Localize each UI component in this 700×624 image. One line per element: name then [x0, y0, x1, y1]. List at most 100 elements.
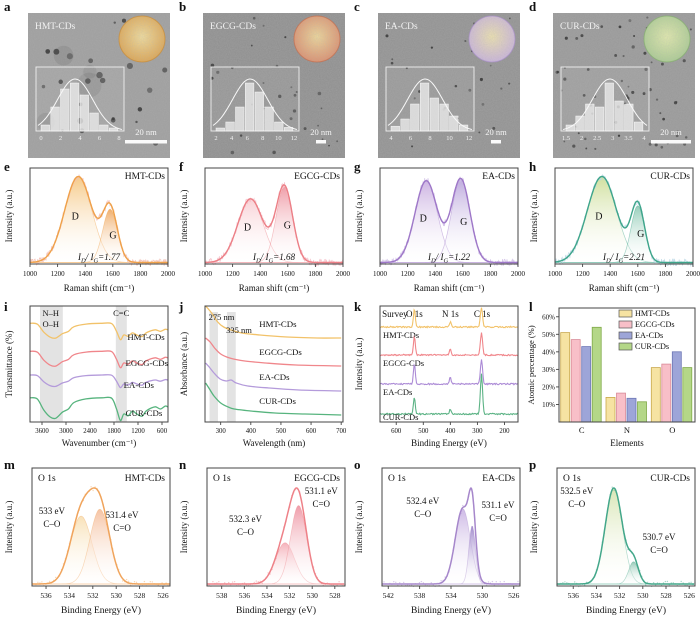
svg-text:G: G — [284, 220, 291, 231]
panel-p: p 532.5 eV C–O 530.7 eV C=O 536 534 532 530 528 5… — [525, 457, 700, 624]
svg-text:ID/ IG=1.68: ID/ IG=1.68 — [252, 252, 295, 265]
region-label: N 1s — [442, 309, 459, 319]
svg-text:3: 3 — [611, 135, 614, 142]
panel-letter-g: g — [354, 159, 361, 174]
raman-chart-hmt: D G 1000 1200 1400 1600 1800 2000 HMT-CDs ID/ IG=… — [4, 167, 175, 293]
panel-d: d CUR-CDs 1.5 2 2.5 3 3.5 4 20 nm — [525, 0, 700, 160]
bar — [671, 351, 682, 423]
series-label: HMT-CDs — [383, 330, 419, 340]
svg-text:12: 12 — [291, 135, 298, 142]
panel-letter-a: a — [4, 0, 11, 14]
bar — [682, 367, 693, 423]
peak-bond-label: C–O — [43, 519, 61, 529]
uv-curve — [205, 305, 342, 339]
svg-text:300: 300 — [472, 428, 483, 435]
svg-text:D: D — [244, 223, 251, 234]
x-axis-label: Raman shift (cm⁻¹) — [239, 283, 309, 293]
svg-text:Absorbance (a.u.): Absorbance (a.u.) — [179, 332, 189, 396]
panel-letter-j: j — [179, 299, 184, 314]
highlight-band — [115, 306, 127, 422]
scale-bar — [651, 140, 691, 144]
o1s-envelope — [32, 487, 170, 585]
svg-text:4: 4 — [389, 135, 393, 142]
panel-letter-e: e — [4, 159, 10, 174]
x-axis-label: Raman shift (cm⁻¹) — [64, 283, 134, 293]
axes-box — [379, 167, 519, 265]
svg-text:700: 700 — [336, 428, 347, 435]
svg-text:4: 4 — [78, 135, 82, 142]
peak-ev-label: 533 eV — [39, 506, 66, 516]
svg-text:3600: 3600 — [35, 428, 49, 435]
axes-box — [554, 167, 694, 265]
svg-text:ID/ IG=1.77: ID/ IG=1.77 — [77, 252, 120, 265]
tem-canvas: HMT-CDs 0 2 4 6 8 20 nm — [28, 13, 170, 158]
ftir-curve — [29, 322, 168, 341]
band-label: C=C — [113, 308, 129, 318]
svg-text:Intensity (a.u.): Intensity (a.u.) — [354, 501, 364, 554]
tem-image-cur: CUR-CDs 1.5 2 2.5 3 3.5 4 20 nm — [553, 13, 695, 158]
series-label: EA-CDs — [259, 372, 290, 382]
bar — [591, 326, 602, 423]
svg-text:400: 400 — [246, 428, 257, 435]
svg-text:600: 600 — [157, 428, 168, 435]
uv-curve — [205, 382, 342, 416]
raman-chart-ea: D G 1000 1200 1400 1600 1800 2000 EA-CDs ID/ IG=1… — [354, 167, 525, 293]
tem-canvas: EGCG-CDs 2 4 6 8 10 12 20 nm — [203, 13, 345, 158]
o1s-chart-ea: 532.4 eV C–O 531.1 eV C=O 542 538 534 530 526 O 1… — [354, 467, 521, 616]
legend-label: EA-CDs — [635, 331, 663, 340]
svg-text:530: 530 — [477, 591, 489, 600]
region-label: Survey — [382, 309, 408, 319]
svg-text:Intensity (a.u.): Intensity (a.u.) — [354, 338, 364, 391]
panel-c: c EA-CDs 4 6 8 10 12 20 nm — [350, 0, 525, 160]
highlight-band — [209, 312, 218, 422]
wavelength-annotation: 335 nm — [226, 325, 252, 335]
panel-letter-m: m — [4, 457, 15, 472]
scale-label: 20 nm — [485, 127, 507, 137]
legend-label: HMT-CDs — [635, 309, 670, 318]
peak-bond-label: C–O — [237, 527, 255, 537]
legend-swatch — [618, 309, 633, 318]
svg-text:500: 500 — [276, 428, 287, 435]
raman-peak-D — [554, 176, 693, 263]
svg-text:40%: 40% — [542, 348, 555, 356]
bar — [560, 332, 571, 423]
panel-n: n 532.3 eV C–O 531.1 eV C=O 538 536 534 532 530 5… — [175, 457, 350, 624]
highlight-band — [40, 306, 63, 422]
panel-o: o 532.4 eV C–O 531.1 eV C=O 542 538 534 530 526 O… — [350, 457, 525, 624]
x-axis-label: Wavenumber (cm⁻¹) — [62, 438, 136, 448]
svg-text:1600: 1600 — [281, 270, 296, 278]
ftir-curve — [29, 396, 168, 422]
raman-chart-egcg: D G 1000 1200 1400 1600 1800 2000 EGCG-CDs ID/ IG… — [179, 167, 350, 293]
panel-letter-b: b — [179, 0, 187, 14]
peak-bond-label: C=O — [489, 513, 507, 523]
panel-l: l 10% 20% 30% 40% 50% 60% C N O HMT-CDs EGCG-CDs EA… — [525, 299, 700, 458]
svg-text:Intensity (a.u.): Intensity (a.u.) — [529, 190, 539, 243]
svg-text:2000: 2000 — [161, 270, 175, 278]
svg-text:532: 532 — [87, 591, 99, 600]
svg-text:1600: 1600 — [631, 270, 646, 278]
region-label: O 1s — [388, 474, 406, 484]
svg-text:1000: 1000 — [23, 270, 38, 278]
ftir-curve — [29, 350, 168, 369]
svg-text:526: 526 — [508, 591, 520, 600]
x-axis-label: Elements — [610, 438, 644, 448]
svg-text:Transmittance (%): Transmittance (%) — [4, 331, 14, 398]
svg-text:12: 12 — [466, 135, 473, 142]
o1s-envelope — [207, 487, 344, 585]
svg-text:4: 4 — [230, 135, 234, 142]
o1s-chart-cur: 532.5 eV C–O 530.7 eV C=O 536 534 532 530 528 526… — [529, 467, 696, 616]
panel-letter-d: d — [529, 0, 537, 14]
survey-curve — [379, 332, 519, 357]
svg-text:600: 600 — [306, 428, 317, 435]
axes-box — [31, 467, 171, 587]
raman-envelope — [205, 184, 343, 264]
svg-text:G: G — [109, 231, 116, 242]
svg-text:542: 542 — [383, 591, 395, 600]
bar — [581, 346, 592, 423]
svg-text:1400: 1400 — [428, 270, 443, 278]
svg-text:60%: 60% — [542, 313, 555, 321]
svg-text:Atomic percentage (%): Atomic percentage (%) — [526, 325, 536, 404]
region-label: O 1s — [563, 474, 581, 484]
svg-text:528: 528 — [134, 591, 146, 600]
